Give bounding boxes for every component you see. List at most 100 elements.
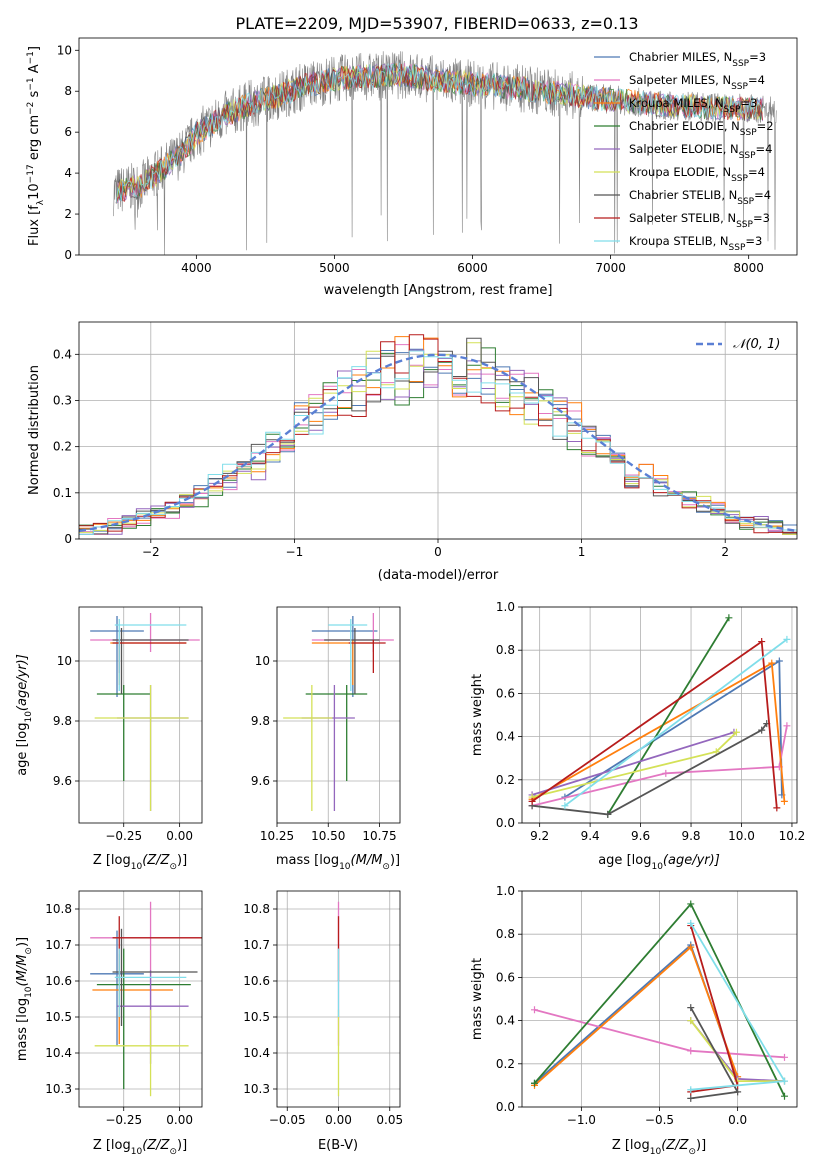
mass-vs-Z-ylabel-part: 10 [24, 986, 34, 998]
x-tick-label: 10.25 [260, 829, 294, 843]
spectrum-ylabel-part: s [27, 90, 42, 101]
y-tick-label: 0.6 [496, 970, 515, 984]
legend-entry: Salpeter STELIB, NSSP=3 [629, 211, 770, 230]
series-line [531, 731, 735, 796]
series-marker [687, 1017, 695, 1025]
residuals-axes: −2 −1 0 1 2 0 0.1 0.2 0.3 0.4 [53, 322, 797, 559]
legend-entry-part: =4 [748, 73, 765, 87]
age-vs-Z-ylabel: age [log10(age/yr)] [15, 654, 34, 776]
mass-vs-Z-xlabel-part: (Z/Z [142, 1138, 170, 1153]
legend-entry-part: SSP [736, 220, 753, 230]
legend-entry-part: Kroupa STELIB, N [629, 234, 729, 248]
y-tick-label: 1.0 [496, 600, 515, 614]
y-tick-label: 0 [64, 248, 72, 262]
y-tick-label: 0.4 [496, 730, 515, 744]
legend-entry-part: SSP [729, 243, 746, 253]
series-marker [783, 722, 791, 730]
age-vs-Z-xlabel-part: )] [177, 853, 187, 868]
mass-weight-vs-Z-xlabel-part: 10 [650, 1147, 662, 1157]
mass-vs-EBV-axes: −0.05 0.00 0.05 10.3 10.4 10.5 10.6 10.7 10.8 [243, 891, 403, 1127]
legend-entry-part: =4 [754, 188, 771, 202]
mass-vs-EBV-frame [276, 890, 401, 1108]
age-vs-Z-plot-area [90, 613, 200, 811]
model-spectrum [115, 62, 763, 204]
x-tick-label: 6000 [457, 261, 488, 275]
series-marker [531, 1079, 538, 1087]
series-line [564, 638, 788, 807]
legend-entry-part: Chabrier MILES, N [629, 50, 732, 64]
legend-entry-part: Chabrier STELIB, N [629, 188, 737, 202]
y-tick-label: 8 [64, 84, 72, 98]
mass-weight-vs-age-axes: 9.2 9.4 9.6 9.8 10.0 10.2 0.0 0.2 0.4 0.6 0.8 1.0 [496, 600, 805, 843]
x-tick-label: −0.05 [269, 1113, 306, 1127]
spectrum-ylabel-part: −2 [26, 102, 36, 115]
series-marker [768, 659, 776, 667]
y-tick-label: 0.4 [53, 347, 72, 361]
x-tick-label: 9.8 [681, 829, 700, 843]
mass-weight-vs-Z-xlabel: Z [log10(Z/Z⊙)] [612, 1138, 706, 1157]
legend-entry-part: SSP [739, 151, 756, 161]
y-tick-label: 0 [64, 532, 72, 546]
x-tick-label: 4000 [181, 261, 212, 275]
series-line [531, 725, 788, 807]
mass-weight-vs-Z-frame [521, 890, 798, 1108]
y-tick-label: 10.7 [243, 938, 270, 952]
legend-entry-part: =4 [756, 142, 773, 156]
y-tick-label: 0.0 [496, 816, 515, 830]
mass-weight-vs-Z-xlabel-part: ⊙ [688, 1147, 696, 1157]
age-vs-mass-xlabel-part: mass [log [276, 853, 339, 868]
x-tick-label: 1 [578, 545, 586, 559]
series-line [564, 659, 783, 798]
series-marker [561, 802, 569, 810]
spectrum-ylabel-part: −17 [26, 164, 36, 183]
x-tick-label: −0.25 [105, 829, 142, 843]
legend-entry: Salpeter MILES, NSSP=4 [629, 73, 765, 92]
x-tick-label: 10.75 [362, 829, 396, 843]
spectrum-ylabel-part: Flux [f [27, 205, 42, 246]
y-tick-label: 10.4 [243, 1046, 270, 1060]
series-marker [734, 1088, 742, 1096]
series-marker [758, 638, 766, 646]
y-tick-label: 0.2 [496, 1057, 515, 1071]
age-vs-Z-xlabel-part: (Z/Z [142, 853, 170, 868]
y-tick-label: 10.4 [45, 1046, 72, 1060]
series-marker [781, 1077, 788, 1085]
legend-entry-part: =2 [757, 119, 774, 133]
legend-entry: Kroupa ELODIE, NSSP=4 [629, 165, 765, 184]
residuals-ylabel: Normed distribution [27, 365, 42, 495]
series-marker [758, 726, 766, 734]
mass-weight-vs-Z-plot-area [531, 900, 788, 1102]
spectrum-ylabel-part: A [27, 64, 42, 77]
legend-entry-part: =3 [740, 96, 757, 110]
y-tick-label: 0.0 [496, 1100, 515, 1114]
x-tick-label: 0.05 [376, 1113, 403, 1127]
histogram-step [79, 350, 797, 535]
series-marker [732, 728, 740, 736]
y-tick-label: 0.1 [53, 486, 72, 500]
series-marker [725, 614, 733, 622]
y-tick-label: 9.6 [53, 774, 72, 788]
legend-entry: Kroupa MILES, NSSP=3 [629, 96, 757, 115]
y-tick-label: 10.6 [45, 974, 72, 988]
legend-entry: Salpeter ELODIE, NSSP=4 [629, 142, 772, 161]
y-tick-label: 10.8 [243, 902, 270, 916]
spectrum-ylabel: Flux [fλ10−17 erg cm−2 s−1 A−1] [26, 46, 46, 246]
x-tick-label: 10.50 [311, 829, 345, 843]
y-tick-label: 10.6 [243, 974, 270, 988]
x-tick-label: 0.00 [166, 1113, 193, 1127]
legend-entry-part: SSP [731, 82, 748, 92]
y-tick-label: 0.2 [496, 773, 515, 787]
mass-vs-Z-ylabel-part: mass [log [15, 998, 30, 1061]
y-tick-label: 9.8 [53, 714, 72, 728]
series-marker [687, 1047, 695, 1055]
residuals-frame [78, 321, 798, 540]
y-tick-label: 0.4 [496, 1014, 515, 1028]
y-tick-label: 9.8 [251, 714, 270, 728]
mass-weight-vs-age-xlabel-part: (age/yr)] [663, 853, 720, 868]
legend-entry-part: SSP [724, 105, 741, 115]
x-tick-label: 8000 [733, 261, 764, 275]
age-vs-Z-xlabel: Z [log10(Z/Z⊙)] [93, 853, 187, 872]
mass-vs-Z-ylabel-part: )] [15, 937, 30, 947]
y-tick-label: 9.6 [251, 774, 270, 788]
